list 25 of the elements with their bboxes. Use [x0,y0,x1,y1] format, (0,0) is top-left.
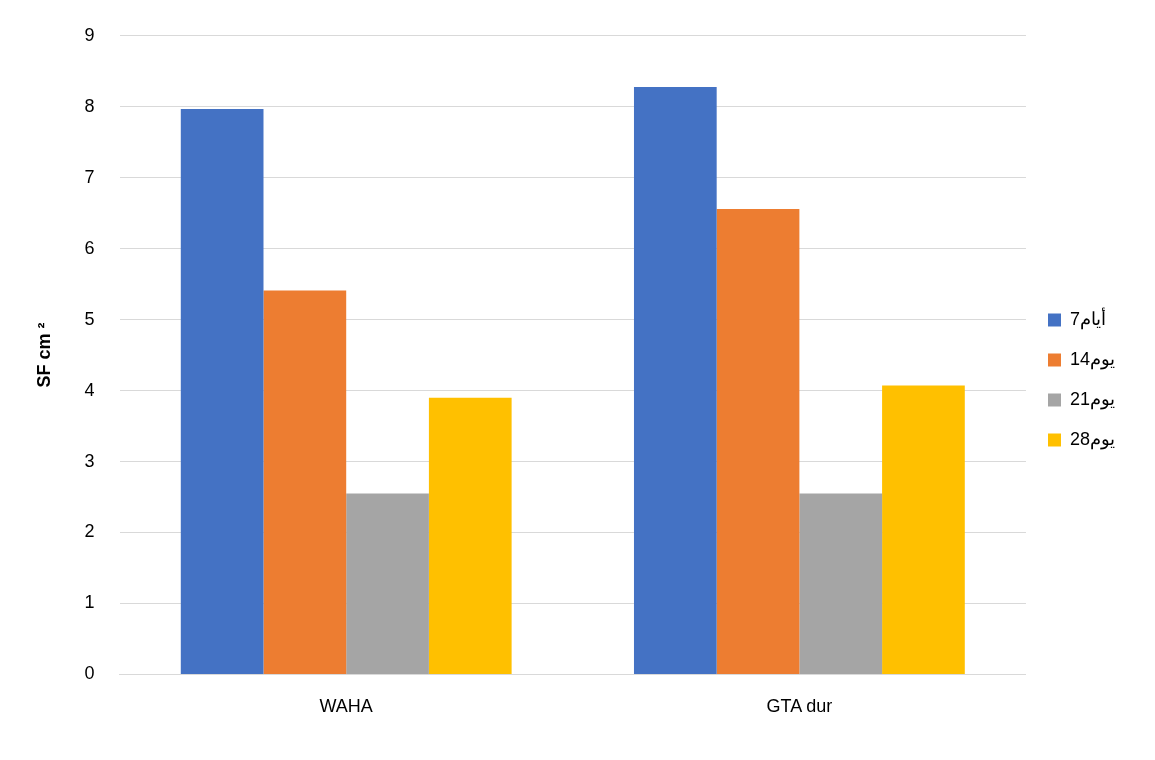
y-tick-label: 6 [84,237,95,258]
y-tick-label: 8 [84,95,95,116]
bar [428,397,512,674]
y-tick-label: 7 [84,166,95,187]
bar [263,290,347,674]
legend-label: 7أيام [1069,306,1106,330]
y-tick-label: 2 [84,521,95,542]
bar [633,86,717,674]
bar [716,208,800,674]
x-tick-label: WAHA [319,696,373,717]
bar [180,108,264,674]
y-tick-label: 4 [84,379,95,400]
bar [799,493,883,674]
legend-label: 28يوم [1069,428,1116,450]
bar [346,493,429,674]
bar [882,385,965,674]
legend-label: 21يوم [1069,388,1116,410]
y-tick-label: 0 [84,663,95,684]
y-axis-title: SF cm ² [33,322,54,388]
legend-label: 14يوم [1069,348,1116,370]
x-tick-label: GTA dur [766,696,833,717]
y-tick-label: 5 [84,308,95,329]
y-tick-label: 9 [84,24,95,45]
y-tick-label: 1 [84,592,95,613]
y-tick-label: 3 [84,450,95,471]
